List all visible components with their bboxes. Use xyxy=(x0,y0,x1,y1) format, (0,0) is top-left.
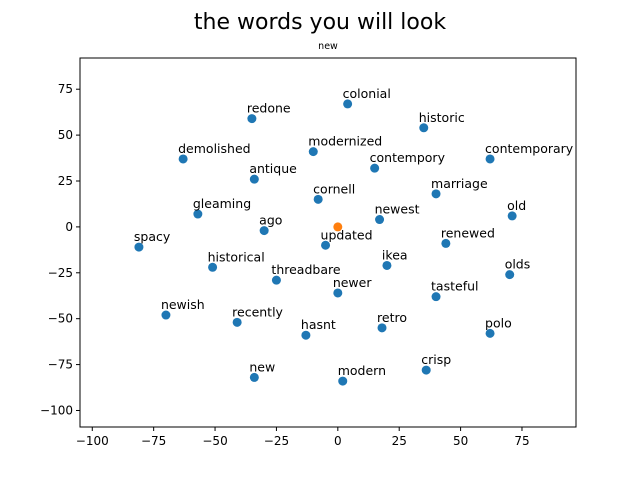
chart-subtitle: new xyxy=(318,41,338,52)
data-point xyxy=(431,292,441,302)
query-point xyxy=(333,222,343,232)
data-point xyxy=(507,211,517,221)
data-point xyxy=(441,238,451,248)
y-tick-label: −25 xyxy=(48,266,73,280)
data-label: modernized xyxy=(308,134,382,149)
data-label: new xyxy=(249,359,275,374)
data-label: marriage xyxy=(431,176,488,191)
data-label: newest xyxy=(375,202,420,217)
data-point xyxy=(178,154,188,164)
data-point xyxy=(232,317,242,327)
data-label: demolished xyxy=(178,141,250,156)
data-point xyxy=(249,174,259,184)
y-tick-label: 25 xyxy=(58,174,73,188)
x-tick-label: −75 xyxy=(141,434,166,448)
data-point xyxy=(431,189,441,199)
y-tick-label: 50 xyxy=(58,128,73,142)
x-tick-label: 25 xyxy=(392,434,407,448)
data-point xyxy=(343,99,353,109)
data-point xyxy=(421,365,431,375)
data-label: redone xyxy=(247,101,291,116)
data-label: historic xyxy=(419,110,465,125)
data-label: renewed xyxy=(441,225,495,240)
x-tick-label: 0 xyxy=(334,434,342,448)
data-point xyxy=(271,275,281,285)
data-point xyxy=(485,328,495,338)
data-label: old xyxy=(507,198,526,213)
y-tick-label: −100 xyxy=(40,403,73,417)
data-point xyxy=(249,372,259,382)
y-tick-label: −75 xyxy=(48,358,73,372)
data-point xyxy=(193,209,203,219)
x-tick-label: 75 xyxy=(514,434,529,448)
data-label: polo xyxy=(485,315,512,330)
axes-frame xyxy=(79,57,577,428)
data-label: recently xyxy=(232,304,283,319)
data-label: modern xyxy=(338,363,386,378)
y-tick-label: 75 xyxy=(58,82,73,96)
chart-title: the words you will look xyxy=(194,10,446,35)
data-label: crisp xyxy=(421,352,451,367)
data-label: hasnt xyxy=(301,317,336,332)
data-label: ago xyxy=(259,213,282,228)
data-point xyxy=(382,260,392,270)
data-point xyxy=(134,242,144,252)
data-point xyxy=(247,114,257,124)
x-tick-label: 50 xyxy=(453,434,468,448)
data-label: threadbare xyxy=(271,262,340,277)
data-label: olds xyxy=(505,257,531,272)
data-label: gleaming xyxy=(193,196,251,211)
data-label: cornell xyxy=(313,181,355,196)
x-tick-label: −100 xyxy=(76,434,109,448)
plot-area: −100 −75 −50 −25 0 25 50 75 −100 −75 −50 −25 0 25 50 7… xyxy=(40,57,577,448)
data-point xyxy=(321,240,331,250)
data-point xyxy=(377,323,387,333)
data-label: antique xyxy=(249,161,297,176)
y-tick-label: −50 xyxy=(48,312,73,326)
data-point xyxy=(338,376,348,386)
data-label: historical xyxy=(208,249,265,264)
data-label: tasteful xyxy=(431,279,478,294)
y-tick-label: 0 xyxy=(65,220,73,234)
data-point xyxy=(308,147,318,157)
data-point xyxy=(375,215,385,225)
data-points xyxy=(134,99,517,386)
data-label: contemporary xyxy=(485,141,574,156)
data-label: retro xyxy=(377,310,407,325)
data-point xyxy=(313,194,323,204)
data-point xyxy=(259,226,269,236)
data-point xyxy=(333,288,343,298)
data-label: updated xyxy=(321,227,373,242)
data-label: contempory xyxy=(370,150,446,165)
data-point xyxy=(370,163,380,173)
data-label: newish xyxy=(161,297,205,312)
data-point xyxy=(485,154,495,164)
point-labels: colonial redone historic modernized demolish… xyxy=(134,86,574,378)
data-label: colonial xyxy=(343,86,391,101)
x-tick-label: −50 xyxy=(202,434,227,448)
data-point xyxy=(161,310,171,320)
data-label: newer xyxy=(333,275,373,290)
data-point xyxy=(505,270,515,280)
x-tick-label: −25 xyxy=(264,434,289,448)
data-point xyxy=(419,123,429,133)
x-axis: −100 −75 −50 −25 0 25 50 75 xyxy=(76,427,530,448)
data-label: spacy xyxy=(134,229,171,244)
data-label: ikea xyxy=(382,247,408,262)
data-point xyxy=(208,262,218,272)
y-axis: −100 −75 −50 −25 0 25 50 75 xyxy=(40,82,80,417)
data-point xyxy=(301,330,311,340)
